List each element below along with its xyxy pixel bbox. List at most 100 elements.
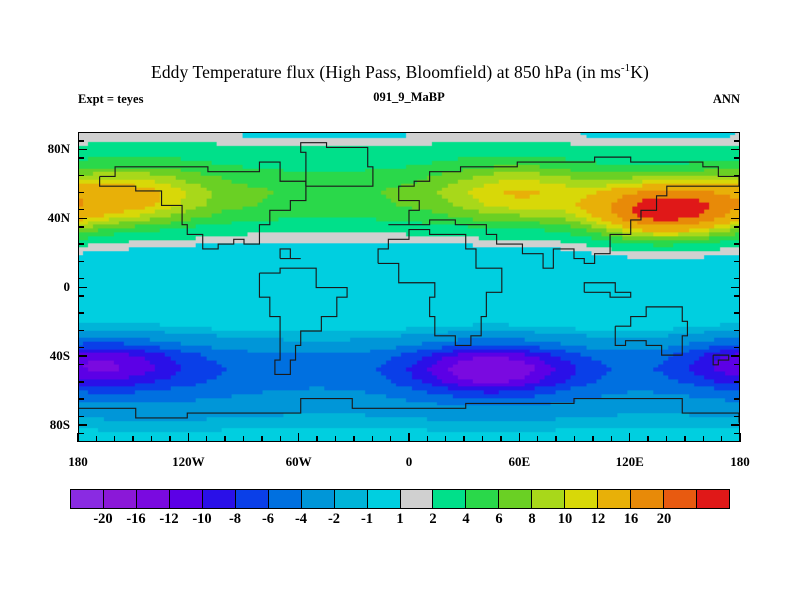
colorbar-tick-2: 2 bbox=[429, 511, 437, 527]
y-axis-minor-tick bbox=[734, 157, 740, 159]
x-axis-minor-tick bbox=[279, 436, 281, 442]
page-title: Eddy Temperature flux (High Pass, Bloomf… bbox=[0, 62, 800, 83]
x-axis-minor-tick bbox=[573, 436, 576, 442]
x-axis-label-60E: 60E bbox=[508, 454, 531, 469]
y-axis-minor-tick bbox=[734, 191, 740, 194]
colorbar-tick--6: -6 bbox=[261, 511, 275, 527]
y-axis-major-tick bbox=[731, 355, 740, 357]
colorbar-swatch-18[interactable] bbox=[664, 490, 698, 508]
colorbar-tick--4: -4 bbox=[294, 511, 308, 527]
x-axis-major-tick bbox=[408, 433, 410, 442]
x-axis-minor-tick bbox=[353, 436, 355, 442]
y-axis-minor-tick bbox=[734, 277, 740, 280]
colorbar-tick-6: 6 bbox=[495, 511, 503, 527]
colorbar-swatch-3[interactable] bbox=[169, 490, 203, 508]
experiment-label: Expt = teyes bbox=[78, 92, 144, 106]
x-axis-label-120W: 120W bbox=[172, 454, 205, 469]
y-axis-major-tick bbox=[731, 148, 740, 151]
colorbar-swatch-0[interactable] bbox=[71, 490, 104, 508]
colorbar-tick--1: -1 bbox=[360, 511, 374, 527]
coastline-segment-9 bbox=[712, 354, 730, 366]
y-axis-minor-tick bbox=[734, 346, 740, 349]
colorbar-tick--20: -20 bbox=[93, 511, 113, 527]
colorbar-swatch-10[interactable] bbox=[400, 490, 434, 508]
y-axis-minor-tick bbox=[78, 209, 84, 211]
x-axis-minor-tick bbox=[463, 436, 465, 442]
colorbar-tick-10: 10 bbox=[557, 511, 573, 527]
colorbar-swatch-15[interactable] bbox=[565, 490, 599, 508]
colorbar-swatch-14[interactable] bbox=[532, 490, 566, 508]
colorbar-tick--16: -16 bbox=[126, 511, 146, 527]
colorbar-swatch-2[interactable] bbox=[136, 490, 170, 508]
x-axis-minor-tick bbox=[500, 436, 502, 442]
contour-field bbox=[79, 133, 739, 441]
y-axis-minor-tick bbox=[78, 364, 84, 366]
x-axis-label-60W: 60W bbox=[285, 454, 312, 469]
x-axis-major-tick bbox=[518, 433, 521, 442]
coastline-segment-6 bbox=[79, 398, 739, 423]
coastline-overlay bbox=[79, 142, 739, 423]
coastline-segment-1 bbox=[300, 142, 374, 187]
y-axis-minor-tick bbox=[78, 260, 84, 263]
colorbar-swatch-1[interactable] bbox=[103, 490, 137, 508]
colorbar-swatch-17[interactable] bbox=[631, 490, 665, 508]
y-axis-minor-tick bbox=[734, 226, 740, 228]
subtitle-row: Expt = teyes 091_9_MaBP ANN bbox=[78, 90, 740, 110]
colorbar-tick-8: 8 bbox=[528, 511, 536, 527]
x-axis-minor-tick bbox=[555, 436, 557, 442]
colorbar-swatch-16[interactable] bbox=[598, 490, 632, 508]
y-axis-major-tick bbox=[78, 148, 87, 151]
colorbar-swatch-8[interactable] bbox=[334, 490, 368, 508]
colorbar-swatch-11[interactable] bbox=[433, 490, 467, 508]
y-axis-major-tick bbox=[78, 217, 87, 220]
colorbar-tick--12: -12 bbox=[159, 511, 179, 527]
y-axis-minor-tick bbox=[78, 346, 84, 349]
y-axis-minor-tick bbox=[78, 329, 84, 331]
colorbar-tick-4: 4 bbox=[462, 511, 470, 527]
x-axis-minor-tick bbox=[150, 436, 153, 442]
map-plot-area[interactable] bbox=[78, 132, 740, 442]
y-axis-label-0: 0 bbox=[63, 279, 71, 294]
y-axis-minor-tick bbox=[734, 209, 740, 211]
colorbar-swatch-9[interactable] bbox=[367, 490, 401, 508]
x-axis-minor-tick bbox=[132, 436, 134, 442]
colorbar-tick-20: 20 bbox=[656, 511, 672, 527]
y-axis-minor-tick bbox=[78, 432, 84, 435]
x-axis-minor-tick bbox=[261, 436, 263, 442]
colorbar-swatch-6[interactable] bbox=[268, 490, 302, 508]
colorbar-swatch-19[interactable] bbox=[697, 490, 730, 508]
colorbar-swatch-7[interactable] bbox=[301, 490, 335, 508]
title-main-text: Eddy Temperature flux (High Pass, Bloomf… bbox=[151, 62, 621, 82]
y-axis-minor-tick bbox=[734, 312, 740, 314]
colorbar-tick--2: -2 bbox=[327, 511, 341, 527]
x-axis-minor-tick bbox=[224, 436, 226, 442]
y-axis-major-tick bbox=[731, 424, 740, 426]
y-axis-minor-tick bbox=[78, 157, 84, 159]
y-axis-minor-tick bbox=[734, 260, 740, 263]
y-axis-minor-tick bbox=[78, 415, 84, 418]
y-axis-minor-tick bbox=[734, 174, 740, 176]
colorbar-swatch-13[interactable] bbox=[499, 490, 533, 508]
coastline-segment-2 bbox=[258, 267, 348, 376]
x-axis-minor-tick bbox=[481, 436, 484, 442]
x-axis-label-180: 180 bbox=[68, 454, 88, 469]
y-axis-label-40S: 40S bbox=[49, 347, 70, 363]
x-axis-label-120E: 120E bbox=[615, 454, 644, 469]
colorbar[interactable] bbox=[70, 489, 730, 509]
colorbar-swatch-4[interactable] bbox=[202, 490, 236, 508]
y-axis-major-tick bbox=[731, 217, 740, 220]
y-axis-major-tick bbox=[78, 286, 87, 289]
x-axis-label-0: 0 bbox=[405, 454, 413, 469]
colorbar-swatch-12[interactable] bbox=[466, 490, 500, 508]
colorbar-tick-labels: -20 -16 -12 -10 -8 -6 -4 -2 -1 1 2 4 6 8 10 12 16 20 bbox=[70, 511, 730, 533]
x-axis-minor-tick bbox=[647, 436, 649, 442]
x-axis-minor-tick bbox=[95, 436, 98, 442]
x-axis-major-tick bbox=[297, 433, 300, 442]
y-axis-minor-tick bbox=[78, 243, 84, 245]
colorbar-swatch-5[interactable] bbox=[235, 490, 269, 508]
coastline-segment-5 bbox=[614, 306, 689, 356]
y-axis-minor-tick bbox=[734, 364, 740, 366]
colorbar-tick--10: -10 bbox=[192, 511, 212, 527]
y-axis-minor-tick bbox=[78, 191, 84, 194]
x-axis-major-tick bbox=[739, 433, 741, 442]
